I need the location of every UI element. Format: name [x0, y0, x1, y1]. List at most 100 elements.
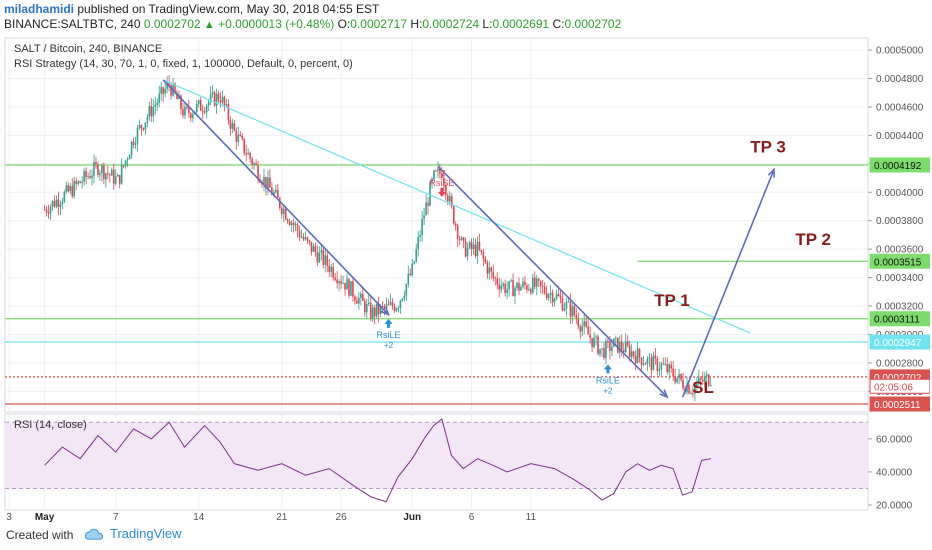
candle-body [522, 281, 524, 287]
candle-body [397, 307, 400, 309]
candle-body [290, 222, 293, 225]
candle-body [241, 135, 244, 139]
candle-body [223, 96, 226, 106]
target-label: SL [692, 378, 714, 397]
candle-body [575, 315, 578, 319]
candle-body [186, 106, 188, 108]
candle-body [541, 285, 544, 287]
chart-title: SALT / Bitcoin, 240, BINANCE [14, 43, 162, 55]
candle-body [53, 200, 56, 207]
price-axis-label-box [869, 378, 930, 394]
candle-body [109, 174, 111, 176]
candle-body [318, 252, 321, 263]
candle-body [312, 246, 315, 252]
candle-body [138, 125, 141, 128]
candle-body [251, 158, 253, 165]
candle-body [302, 236, 305, 240]
candle-body [188, 107, 190, 114]
candle-body [377, 303, 380, 315]
candle-body [91, 175, 93, 179]
candle-body [648, 357, 651, 359]
candle-body [140, 125, 143, 129]
candle-body [49, 206, 52, 214]
candle-body [362, 293, 364, 301]
candle-body [225, 104, 228, 106]
candle-body [692, 393, 694, 395]
candle-body [530, 289, 532, 293]
trendline [681, 169, 775, 398]
candle-body [579, 326, 582, 332]
candle-body [174, 83, 176, 93]
candle-body [441, 173, 443, 178]
rsi-tick-label: 20.0000 [876, 501, 913, 512]
author-name[interactable]: miladhamidi [4, 2, 75, 16]
candle-body [528, 289, 530, 291]
candle-body [563, 308, 566, 311]
candle-body [662, 363, 665, 365]
tradingview-cloud-icon [84, 528, 104, 540]
candle-body [510, 280, 512, 282]
candle-body [620, 341, 623, 350]
tradingview-brand[interactable]: TradingView [84, 526, 182, 541]
candle-body [85, 170, 87, 178]
price-chart-svg[interactable]: 0.0005000 0.0004800 0.0004600 0.0004400 0.00… [2, 36, 930, 522]
candle-body [700, 377, 702, 380]
trendline [162, 79, 751, 334]
candle-body [201, 110, 204, 112]
candle-body [433, 170, 435, 180]
candle-body [423, 215, 425, 219]
time-tick-label: 11 [526, 512, 537, 522]
candle-body [209, 94, 212, 103]
time-tick-label: 21 [276, 512, 288, 522]
candle-body [476, 241, 479, 257]
candle-body [221, 96, 224, 103]
candle-body [707, 374, 710, 386]
rsi-line [44, 418, 712, 503]
candle-body [263, 176, 265, 184]
candle-body [658, 369, 661, 371]
candle-body [227, 104, 230, 120]
signal-quantity: +2 [603, 386, 613, 395]
candle-body [622, 349, 625, 353]
candle-body [466, 247, 469, 257]
candle-body [124, 160, 127, 166]
candle-body [103, 165, 105, 180]
candle-body [413, 261, 416, 264]
candle-body [698, 377, 700, 384]
high-label: H: [410, 17, 423, 31]
candle-body [504, 283, 506, 294]
candle-body [205, 105, 208, 113]
candle-body [458, 239, 461, 241]
candle-body [668, 364, 671, 373]
candle-body [101, 165, 103, 173]
candle-body [306, 237, 309, 241]
candle-body [399, 300, 402, 308]
candle-body [203, 111, 206, 113]
candle-body [249, 153, 251, 159]
signal-quantity: -2 [438, 169, 446, 178]
candle-body [638, 348, 641, 358]
candle-body [367, 302, 370, 305]
candle-body [243, 138, 246, 153]
candle-body [425, 202, 427, 216]
price-axis-label: 02:05:06 [874, 382, 913, 393]
candle-body [640, 357, 643, 365]
candle-body [332, 266, 334, 278]
candle-body [184, 106, 186, 116]
candle-body [284, 208, 287, 220]
candle-body [190, 113, 192, 119]
candle-body [257, 165, 259, 180]
candle-body [308, 240, 311, 242]
candle-body [369, 302, 372, 319]
candle-body [549, 292, 552, 295]
candle-body [415, 249, 417, 262]
candle-body [324, 255, 327, 265]
trendline-arrowhead [767, 167, 775, 178]
candle-body [421, 218, 423, 236]
candle-body [267, 177, 269, 189]
candle-body [557, 293, 560, 297]
candle-body [585, 321, 587, 327]
candle-body [142, 128, 145, 130]
candle-body [286, 219, 289, 222]
chart-area[interactable]: 0.0005000 0.0004800 0.0004600 0.0004400 0.00… [2, 36, 930, 522]
